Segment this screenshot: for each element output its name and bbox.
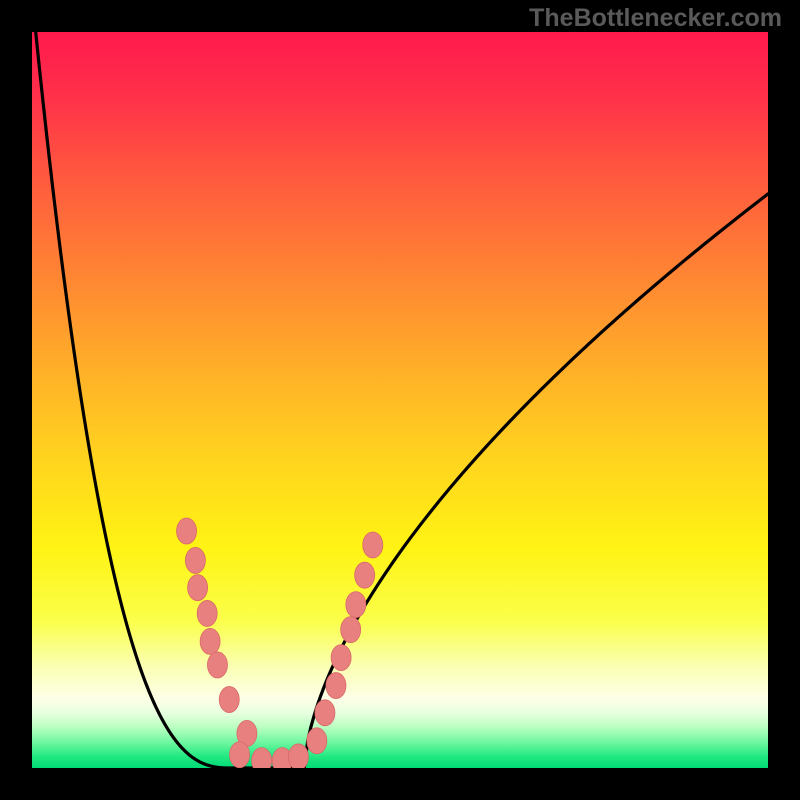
data-marker [219,687,239,713]
data-marker [230,742,250,768]
data-marker [207,652,227,678]
watermark-text: TheBottlenecker.com [529,4,782,33]
data-marker [331,645,351,671]
plot-area [32,32,768,768]
gradient-background [32,32,768,768]
data-marker [315,700,335,726]
data-marker [355,562,375,588]
data-marker [326,673,346,699]
data-marker [177,518,197,544]
data-marker [200,628,220,654]
data-marker [185,547,205,573]
data-marker [188,575,208,601]
data-marker [197,600,217,626]
data-marker [341,617,361,643]
data-marker [363,532,383,558]
data-marker [346,592,366,618]
plot-svg [32,32,768,768]
data-marker [307,728,327,754]
data-marker [288,744,308,768]
